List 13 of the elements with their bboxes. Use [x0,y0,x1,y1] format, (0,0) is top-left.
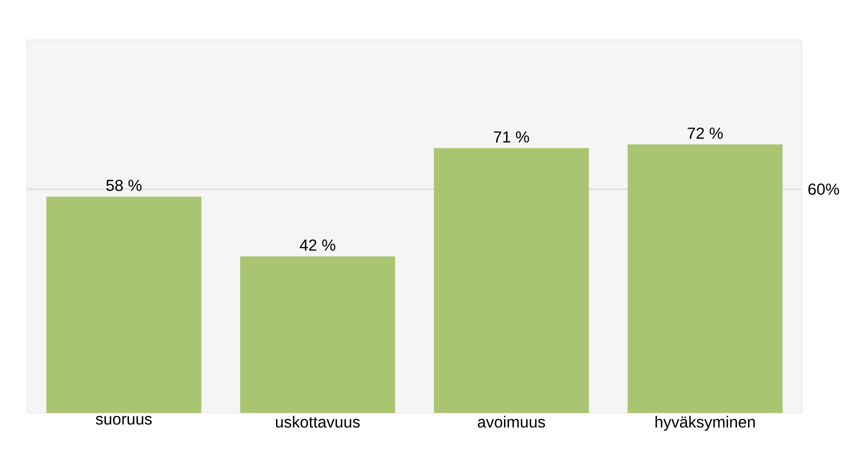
bar [46,196,202,413]
x-tick-label: uskottavuus [276,416,360,428]
data-label: 71 % [494,131,530,143]
ref-line-label: 60% [808,184,840,195]
x-tick-label: hyväksyminen [656,416,755,431]
data-label: 58 % [106,180,142,192]
data-label: 72 % [688,128,723,139]
bar [240,256,396,413]
data-label: 42 % [300,239,336,251]
bar [628,144,783,413]
x-tick-label: avoimuus [478,416,546,428]
bar [434,148,589,413]
x-tick-label: suoruus [96,416,152,425]
